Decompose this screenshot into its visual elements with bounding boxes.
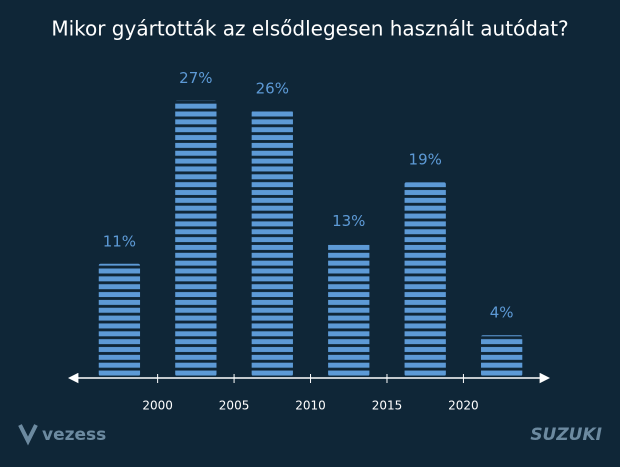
value-label: 4% <box>490 304 514 322</box>
value-label: 19% <box>409 151 442 169</box>
value-label: 11% <box>103 232 136 250</box>
logo: vezess <box>42 425 106 445</box>
bar <box>481 335 523 376</box>
bar <box>404 182 446 376</box>
x-tick-label: 2005 <box>219 399 250 413</box>
bar <box>98 263 141 376</box>
bar <box>328 243 370 376</box>
value-label: 27% <box>179 69 212 87</box>
logo-icon <box>18 424 38 446</box>
bar <box>175 100 217 376</box>
logo: SUZUKI <box>530 425 602 445</box>
value-label: 26% <box>256 79 289 97</box>
x-tick-label: 2010 <box>295 399 326 413</box>
chart-title: Mikor gyártották az elsődlegesen használ… <box>51 17 568 41</box>
value-label: 13% <box>332 212 365 230</box>
bar <box>251 110 293 377</box>
x-tick-label: 2015 <box>372 399 403 413</box>
x-tick-label: 2000 <box>142 399 173 413</box>
x-tick-label: 2020 <box>448 399 479 413</box>
